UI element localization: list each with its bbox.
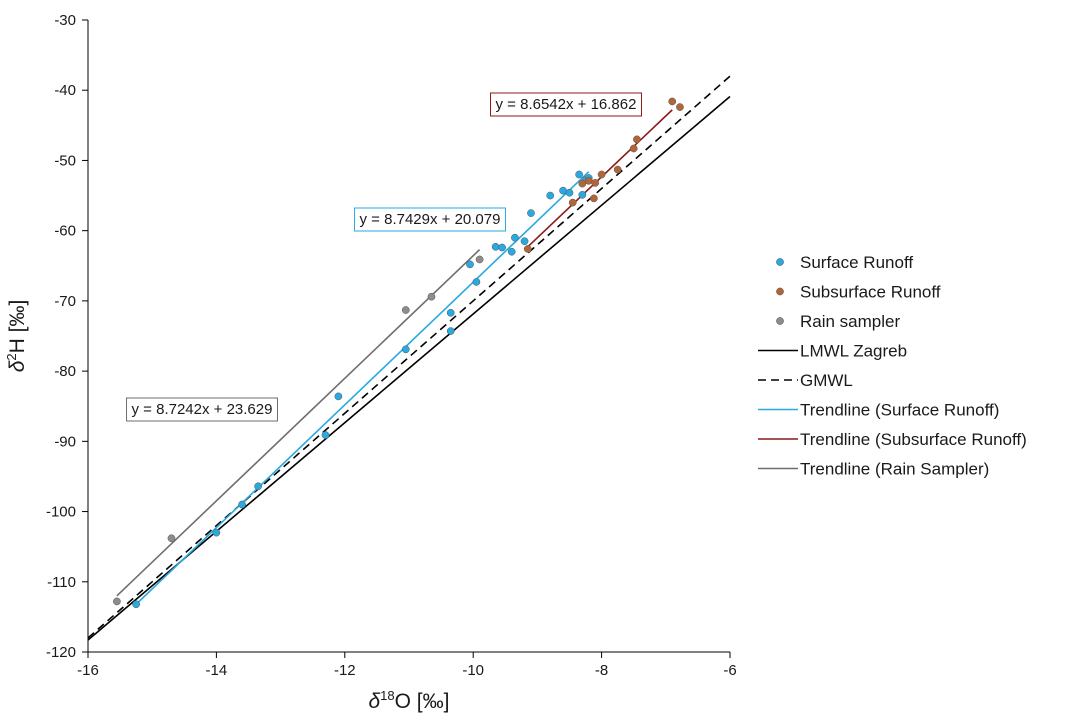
point-subsurface-runoff [676,103,684,111]
point-surface-runoff [132,600,140,609]
legend-item-trendline-rain-sampler: Trendline (Rain Sampler) [758,460,989,479]
point-surface-runoff [559,186,567,195]
point-rain-sampler [167,534,176,543]
point-subsurface-runoff [568,198,577,207]
point-subsurface-runoff [591,179,600,187]
point-rain-sampler [427,292,436,301]
x-tick-label: -10 [462,662,484,679]
axes-layer: -30 -40 -50 -60 -70 -80 -90 -100 -110 -120-16 -14 -… [4,12,737,713]
legend-label: GMWL [800,371,853,390]
y-tick-label: -100 [46,504,76,521]
point-surface-runoff [507,247,516,256]
y-tick-label: -90 [54,433,76,450]
equation-box [354,207,506,232]
point-subsurface-runoff [584,176,593,185]
annotations-layer: y = 8.6542x + 16.862 y = 8.7429x + 20.079… [126,92,642,422]
point-surface-runoff [565,188,574,197]
line-trendline-rain-sampler [116,249,481,597]
equation-label-rain-sampler: y = 8.7242x + 23.629 [126,397,278,422]
y-tick-label: -110 [47,574,76,591]
y-axis-title: δ2H [‰] [4,300,29,373]
point-surface-runoff [575,170,583,179]
equation-box [490,92,642,117]
line-trendline-subsurface-runoff [527,109,673,248]
equation-text: y = 8.6542x + 16.862 [496,96,637,113]
legend-label: Trendline (Rain Sampler) [800,460,989,479]
legend-label: Trendline (Subsurface Runoff) [800,430,1027,449]
point-surface-runoff [491,242,500,251]
legend-item-rain-sampler: Rain sampler [776,312,900,331]
point-surface-runoff [334,392,343,401]
x-tick-label: -14 [206,662,228,679]
equation-text: y = 8.7429x + 20.079 [360,211,501,228]
point-rain-sampler [401,306,410,314]
point-subsurface-runoff [523,245,532,253]
y-tick-label: -30 [54,12,76,29]
point-surface-runoff [212,528,221,537]
x-axis-title: δ18O [‰] [369,688,450,713]
point-subsurface-runoff [597,170,606,179]
point-surface-runoff [520,237,529,246]
equation-box [126,397,278,422]
y-tick-label: -40 [54,82,76,99]
x-tick-label: -6 [723,662,736,679]
point-subsurface-runoff [578,179,587,188]
lines-layer [87,75,731,641]
legend-label: Surface Runoff [800,253,913,272]
point-rain-sampler [113,597,121,606]
point-surface-runoff [446,308,455,317]
point-surface-runoff [472,278,481,286]
point-subsurface-runoff [590,194,598,203]
equation-label-subsurface-runoff: y = 8.6542x + 16.862 [490,92,642,117]
y-tick-label: -120 [46,644,76,661]
legend-item-subsurface-runoff: Subsurface Runoff [776,283,941,302]
y-tick-label: -60 [54,223,76,240]
legend-marker [776,287,784,296]
y-tick-label: -70 [54,293,76,310]
x-tick-label: -8 [595,662,608,679]
point-surface-runoff [238,500,246,509]
points-layer [113,97,684,609]
point-surface-runoff [498,243,506,252]
x-tick-label: -12 [334,662,356,679]
point-subsurface-runoff [629,144,638,153]
legend: Surface Runoff Subsurface Runoff Rain samp… [758,253,1027,479]
line-trendline-surface-runoff [135,171,590,605]
line-lmwl-zagreb [87,95,731,641]
legend-label: Rain sampler [800,312,900,331]
y-tick-label: -80 [54,363,76,380]
point-surface-runoff [401,345,410,354]
point-subsurface-runoff [668,97,677,106]
legend-label: LMWL Zagreb [800,342,907,361]
point-surface-runoff [466,260,474,269]
point-surface-runoff [511,233,519,242]
legend-item-lmwl-zagreb: LMWL Zagreb [758,342,907,361]
legend-item-trendline-surface-runoff: Trendline (Surface Runoff) [758,401,999,420]
legend-marker [776,258,784,266]
equation-text: y = 8.7242x + 23.629 [132,401,273,418]
legend-item-surface-runoff: Surface Runoff [776,253,913,272]
legend-marker [776,317,784,325]
legend-item-gmwl: GMWL [758,371,853,390]
point-surface-runoff [446,327,455,335]
point-subsurface-runoff [613,165,622,174]
point-surface-runoff [578,191,587,199]
point-surface-runoff [527,209,535,217]
point-surface-runoff [546,191,555,200]
point-subsurface-runoff [633,135,641,144]
y-tick-label: -50 [54,152,76,169]
legend-label: Subsurface Runoff [800,283,941,302]
legend-item-trendline-subsurface-runoff: Trendline (Subsurface Runoff) [758,430,1027,449]
point-surface-runoff [254,482,262,491]
point-rain-sampler [475,255,484,264]
x-tick-label: -16 [77,662,99,679]
point-surface-runoff [321,431,330,439]
equation-label-surface-runoff: y = 8.7429x + 20.079 [354,207,506,232]
legend-label: Trendline (Surface Runoff) [800,401,999,420]
line-gmwl [87,75,731,639]
